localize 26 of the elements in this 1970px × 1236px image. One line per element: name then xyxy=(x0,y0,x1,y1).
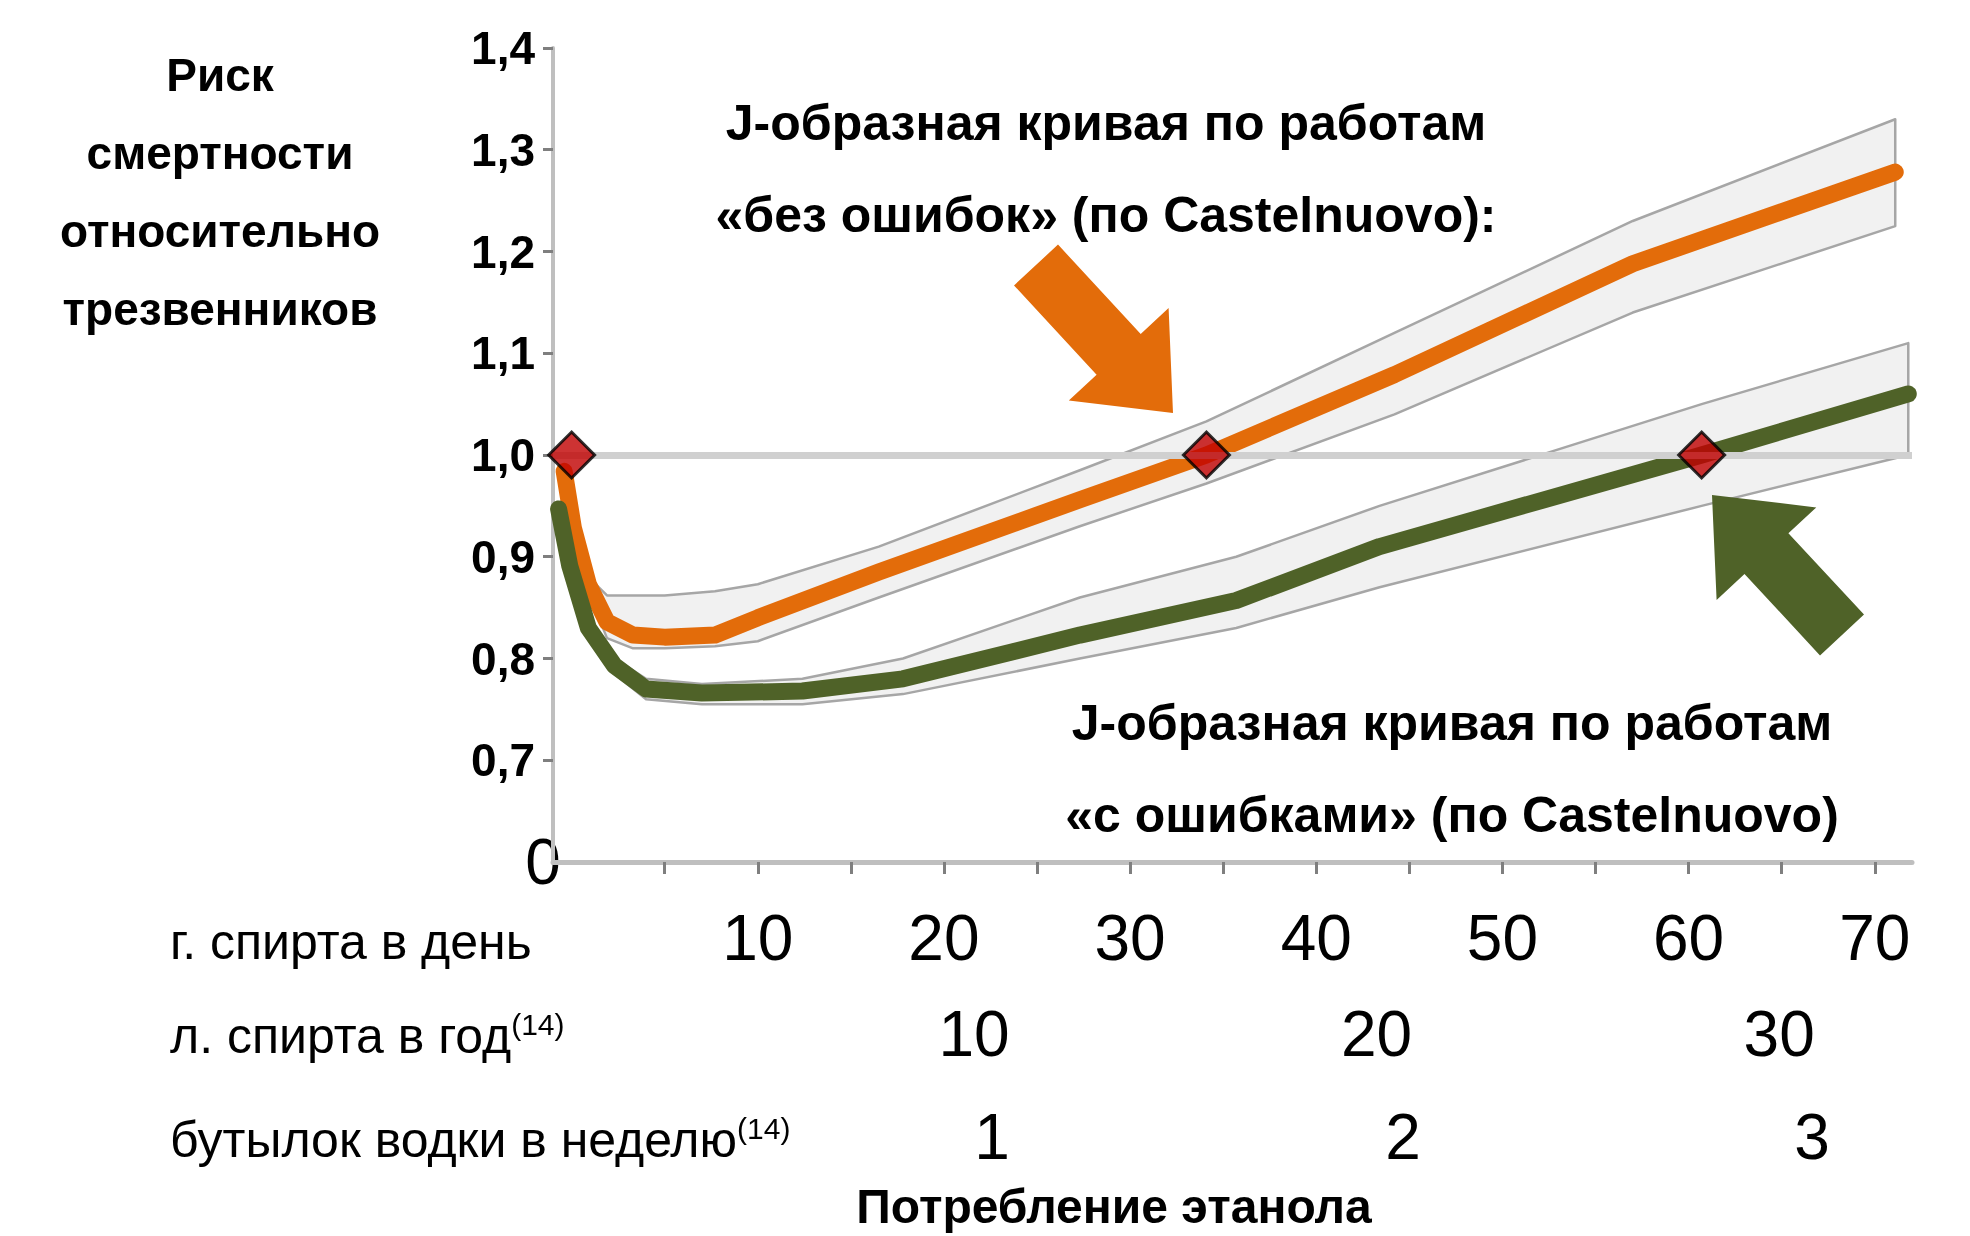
x-axis-title: г. спирта в день xyxy=(170,914,532,970)
annotation: J-образная кривая по работам «без ошибок» (по Castelnuovo): xyxy=(715,95,1497,243)
y-tick-label: 0,8 xyxy=(471,632,535,685)
text: Потребление этанола xyxy=(856,1179,1373,1233)
y-axis-title: Риск смертности относительно трезвенников xyxy=(59,49,381,335)
text: 1 xyxy=(974,1101,1010,1173)
x-tick-label: 30 xyxy=(1094,902,1166,974)
text: 3 xyxy=(1794,1101,1830,1173)
x-tick-label: 60 xyxy=(1653,902,1725,974)
y-tick-label: 1,1 xyxy=(471,327,535,380)
x2-tick-label: 10 xyxy=(938,998,1010,1070)
y-tick-label: 1,2 xyxy=(471,225,535,278)
x-tick-label: 20 xyxy=(908,902,980,974)
y-tick-label: 1,4 xyxy=(471,22,536,74)
y-tick-label: 0,9 xyxy=(471,530,535,583)
x-tick-label: 10 xyxy=(722,902,794,974)
x-tick-label: 70 xyxy=(1839,902,1911,974)
x-tick-label: 50 xyxy=(1466,902,1539,974)
x-tick-label: 40 xyxy=(1280,902,1352,974)
y-tick-label: 0,7 xyxy=(471,734,535,787)
x2-tick-label: 30 xyxy=(1743,998,1815,1070)
y-tick-label: 1,0 xyxy=(471,429,535,481)
y-tick-label: 1,3 xyxy=(471,123,535,176)
text: 2 xyxy=(1385,1101,1421,1173)
x2-tick-label: 20 xyxy=(1341,998,1413,1070)
annotation: J-образная кривая по работам «с ошибками» (по Castelnuovo) xyxy=(1065,695,1839,843)
